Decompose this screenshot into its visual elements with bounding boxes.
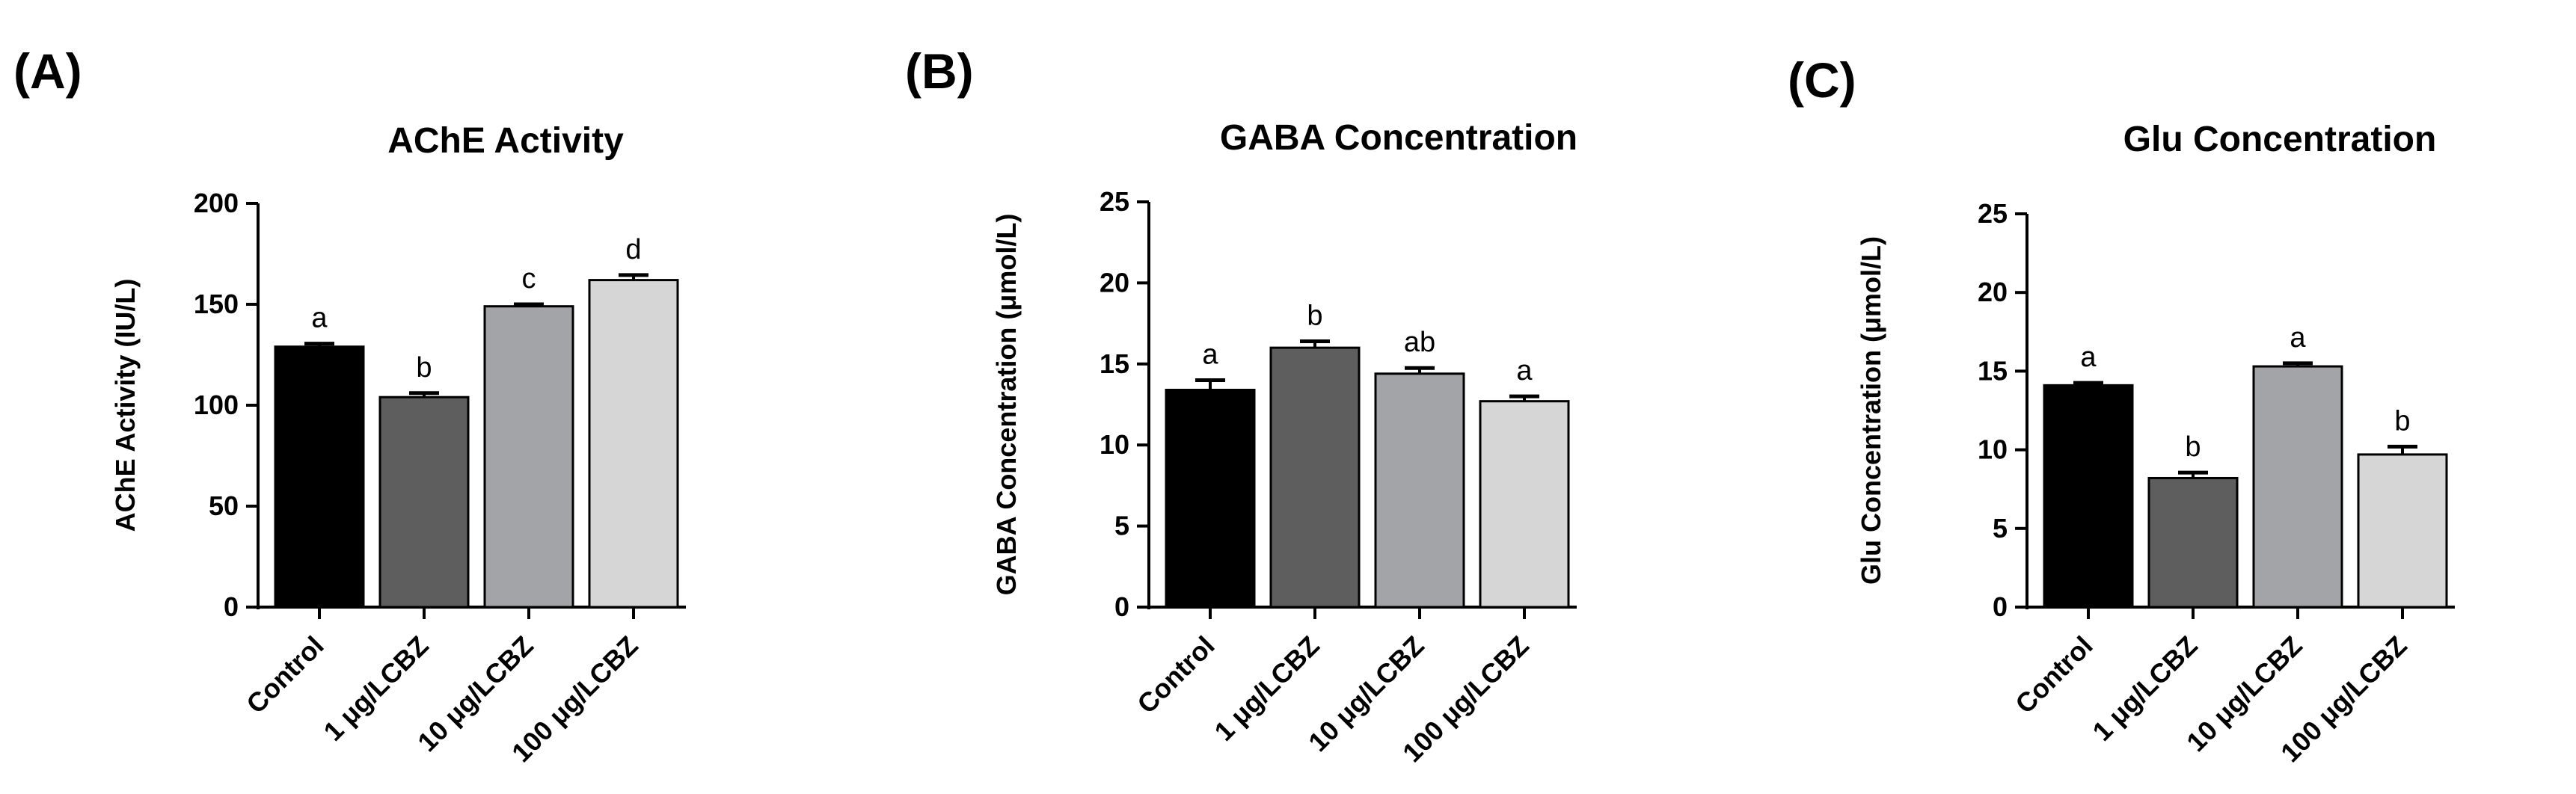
bar	[1374, 372, 1465, 609]
chart-title: AChE Activity	[387, 121, 624, 161]
significance-letter: b	[1307, 300, 1322, 331]
y-tick-label: 20	[1100, 267, 1129, 298]
bar	[2147, 476, 2239, 609]
bar	[378, 396, 470, 609]
y-tick-label: 15	[1100, 348, 1129, 379]
y-tick-label: 10	[1978, 434, 2008, 465]
y-tick-label: 50	[209, 490, 239, 521]
y-tick-label: 15	[1978, 355, 2008, 386]
panel-2: (B) GABA Concentration GABA Concentration …	[905, 43, 1577, 768]
bar	[1479, 400, 1570, 609]
y-tick-label: 200	[194, 188, 239, 218]
y-tick-label: 0	[1993, 591, 2008, 622]
x-tick-label: Control	[240, 630, 329, 719]
x-tick-label: 1 μg/LCBZ	[1208, 630, 1325, 747]
x-tick-label: Control	[2009, 630, 2098, 719]
y-tick-label: 0	[224, 591, 239, 622]
bar	[588, 279, 679, 609]
significance-letter: a	[2080, 342, 2097, 373]
significance-letter: a	[1516, 355, 1533, 387]
panel-label: (B)	[905, 43, 974, 99]
significance-letter: b	[2185, 431, 2201, 463]
bar	[2252, 365, 2343, 609]
bar	[1269, 346, 1361, 609]
x-tick-label: 1 μg/LCBZ	[2086, 630, 2203, 747]
y-tick-label: 10	[1100, 429, 1129, 460]
y-tick-label: 25	[1100, 186, 1129, 217]
panel-1: (A) AChE Activity AChE Activity (IU/L) 0 50 1…	[13, 43, 686, 768]
significance-letter: ab	[1404, 327, 1435, 358]
panel-label: (C)	[1788, 52, 1856, 108]
y-tick-label: 100	[194, 390, 239, 420]
bar	[2043, 384, 2134, 609]
bar	[274, 345, 365, 609]
y-axis-label: GABA Concentration (μmol/L)	[991, 214, 1022, 596]
chart-title: GABA Concentration	[1220, 118, 1577, 158]
bar	[2357, 453, 2448, 609]
significance-letter: a	[311, 303, 328, 334]
significance-letter: a	[1202, 339, 1218, 370]
panel-label: (A)	[13, 43, 82, 99]
y-axis-label: AChE Activity (IU/L)	[110, 279, 141, 532]
bar	[1165, 388, 1256, 609]
significance-letter: c	[522, 263, 536, 295]
chart-title: Glu Concentration	[2123, 120, 2437, 159]
y-axis-label: Glu Concentration (μmol/L)	[1856, 236, 1886, 585]
y-tick-label: 25	[1978, 198, 2008, 229]
significance-letter: a	[2290, 322, 2306, 354]
x-tick-label: 1 μg/LCBZ	[317, 630, 434, 747]
x-tick-label: Control	[1131, 630, 1220, 719]
significance-letter: b	[416, 352, 432, 384]
significance-letter: b	[2394, 405, 2410, 437]
y-tick-label: 150	[194, 289, 239, 319]
bar	[483, 305, 574, 609]
significance-letter: d	[625, 234, 641, 265]
panel-3: (C) Glu Concentration Glu Concentration (μ…	[1788, 52, 2455, 768]
y-tick-label: 5	[1993, 513, 2008, 544]
y-tick-label: 0	[1114, 591, 1129, 622]
y-tick-label: 20	[1978, 277, 2008, 307]
y-tick-label: 5	[1114, 511, 1129, 541]
